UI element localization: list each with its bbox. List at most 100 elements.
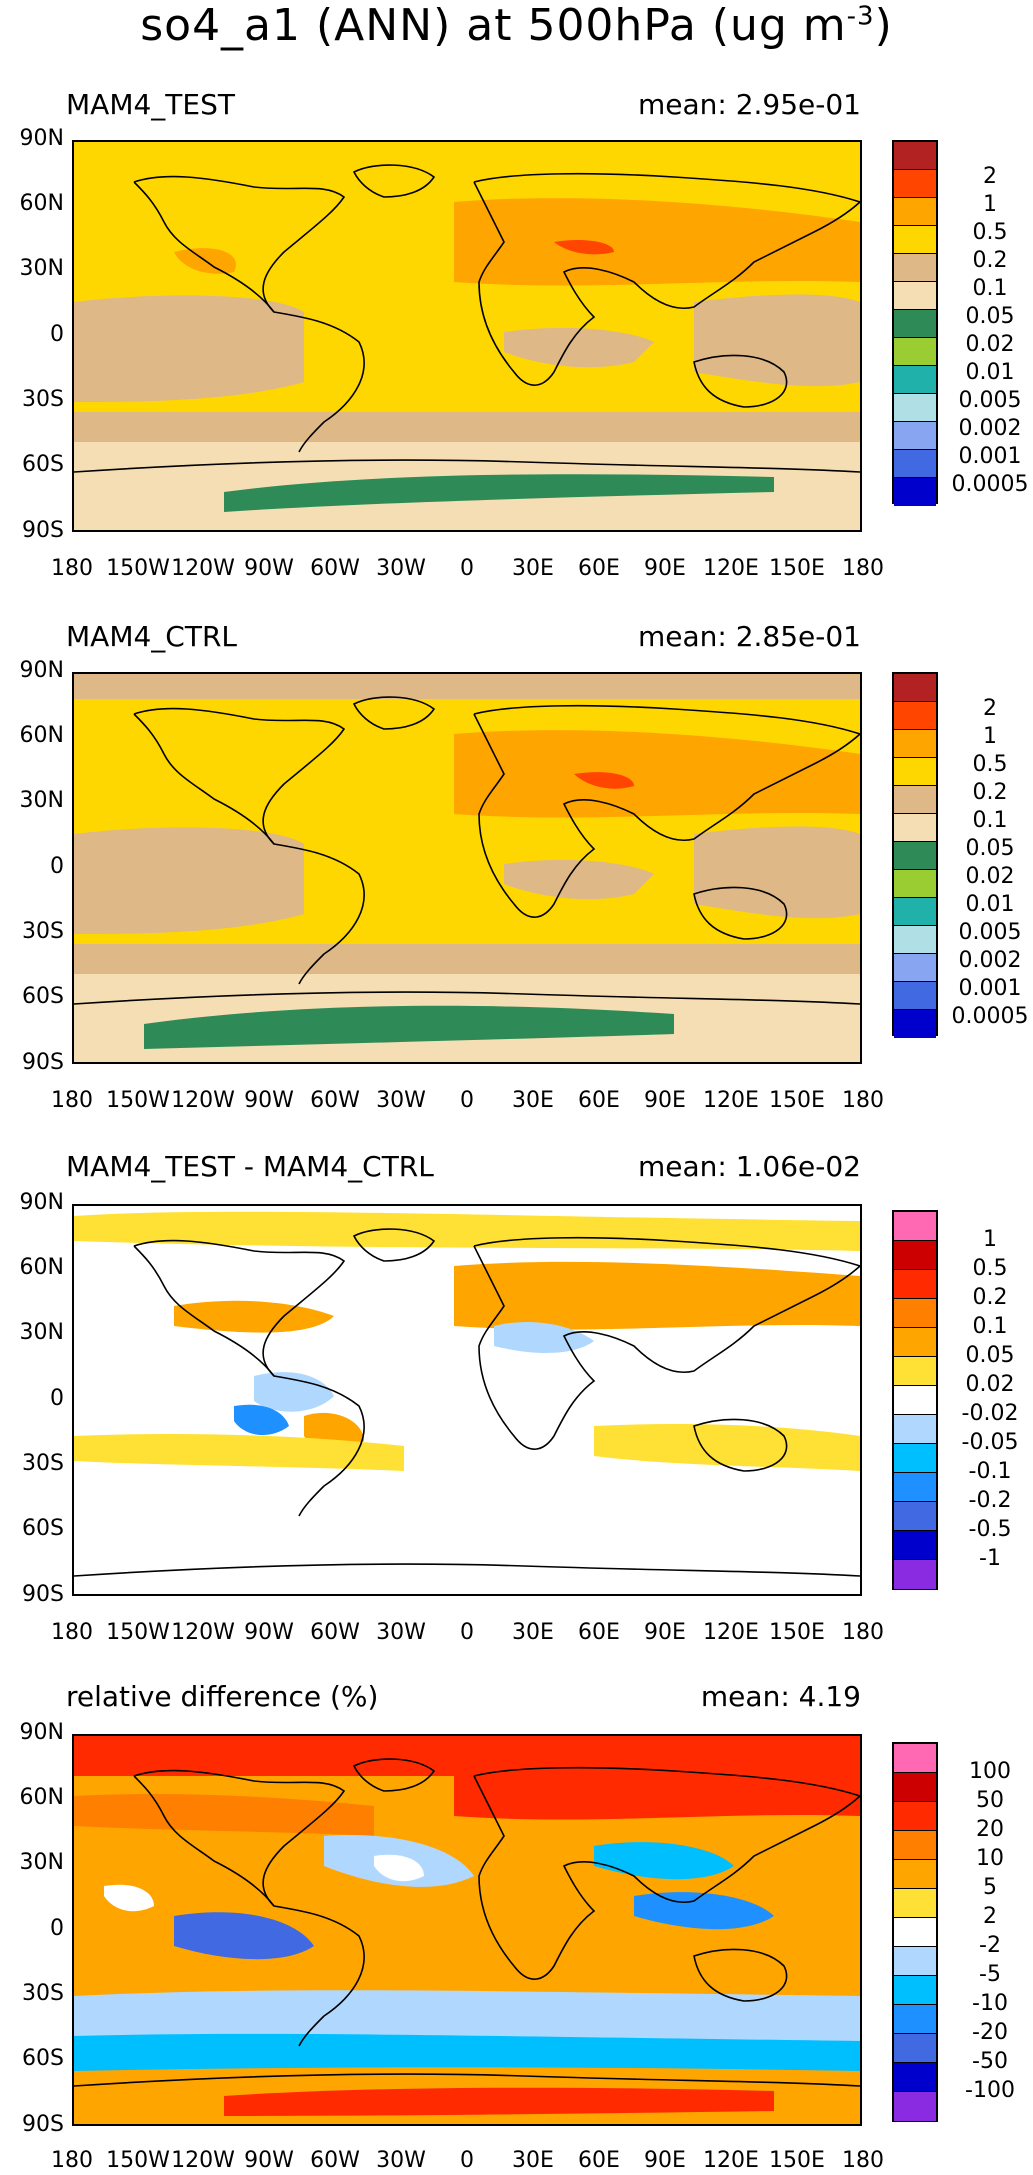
lon-tick-label: 60W [310, 1620, 360, 1645]
panel-label: MAM4_TEST [66, 88, 235, 121]
lat-tick-label: 90N [19, 1720, 64, 1745]
colorbar-label: 10 [976, 1846, 1004, 1871]
map-area [72, 1734, 862, 2126]
colorbar-label: -5 [979, 1962, 1001, 1987]
lat-tick-label: 30S [22, 387, 64, 412]
lat-tick-label: 0 [50, 854, 64, 879]
lon-tick-label: 180 [51, 2148, 93, 2173]
map-area [72, 672, 862, 1064]
lon-tick-label: 90W [244, 1620, 294, 1645]
map-plot [74, 142, 860, 530]
lon-tick-label: 0 [460, 556, 474, 581]
panel-mean: mean: 2.95e-01 [637, 88, 861, 121]
lat-tick-label: 60N [19, 191, 64, 216]
lon-tick-label: 30E [512, 556, 554, 581]
colorbar-label: 2 [983, 164, 997, 189]
colorbar-label: 0.1 [972, 1314, 1008, 1339]
lat-tick-label: 60S [22, 1516, 64, 1541]
colorbar-label: 0.002 [958, 948, 1022, 973]
lat-tick-label: 30S [22, 919, 64, 944]
colorbar-label: 0.2 [972, 248, 1008, 273]
colorbar-label: 0.1 [972, 808, 1008, 833]
colorbar-label: 0.02 [965, 864, 1015, 889]
colorbar-label: 2 [983, 696, 997, 721]
lon-tick-label: 120W [171, 1620, 235, 1645]
lon-tick-label: 60W [310, 2148, 360, 2173]
lon-tick-label: 60W [310, 1088, 360, 1113]
lon-tick-label: 180 [842, 1088, 884, 1113]
lon-tick-label: 120E [703, 1620, 759, 1645]
colorbar-label: 1 [983, 1227, 997, 1252]
panel-mean: mean: 2.85e-01 [637, 620, 861, 653]
lon-tick-label: 150W [106, 1088, 170, 1113]
colorbar-label: 0.2 [972, 780, 1008, 805]
colorbar-label: 0.0005 [951, 472, 1029, 497]
colorbar-label: 0.005 [958, 388, 1022, 413]
colorbar-label: 0.002 [958, 416, 1022, 441]
lon-tick-label: 180 [51, 556, 93, 581]
lon-tick-label: 180 [842, 2148, 884, 2173]
colorbar-label: -1 [979, 1546, 1001, 1571]
lat-tick-label: 30N [19, 256, 64, 281]
lon-tick-label: 30W [376, 1620, 426, 1645]
page-title: so4_a1 (ANN) at 500hPa (ug m-3) [140, 0, 893, 51]
lon-tick-label: 120W [171, 2148, 235, 2173]
lon-tick-label: 150W [106, 1620, 170, 1645]
lon-tick-label: 30W [376, 556, 426, 581]
colorbar-label: 0.01 [965, 360, 1015, 385]
lon-tick-label: 150W [106, 2148, 170, 2173]
lon-tick-label: 0 [460, 1620, 474, 1645]
lat-tick-label: 30N [19, 1320, 64, 1345]
lon-tick-label: 90E [644, 1088, 686, 1113]
lon-tick-label: 30E [512, 1088, 554, 1113]
lat-tick-label: 90S [22, 2112, 64, 2137]
lon-tick-label: 120W [171, 556, 235, 581]
colorbar-label: 0.5 [972, 220, 1008, 245]
lat-tick-label: 60N [19, 1255, 64, 1280]
lon-tick-label: 90E [644, 2148, 686, 2173]
panel-mean: mean: 1.06e-02 [637, 1150, 861, 1183]
lon-tick-label: 30E [512, 1620, 554, 1645]
colorbar-label: 0.05 [965, 836, 1015, 861]
colorbar-label: -0.1 [968, 1459, 1012, 1484]
panel-label: relative difference (%) [66, 1680, 379, 1713]
lon-tick-label: 90E [644, 556, 686, 581]
lat-tick-label: 30N [19, 788, 64, 813]
lat-tick-label: 30S [22, 1451, 64, 1476]
lon-tick-label: 120E [703, 2148, 759, 2173]
colorbar-label: 0.005 [958, 920, 1022, 945]
lon-tick-label: 180 [51, 1620, 93, 1645]
lat-tick-label: 90N [19, 658, 64, 683]
lat-tick-label: 90S [22, 518, 64, 543]
lat-tick-label: 30N [19, 1850, 64, 1875]
colorbar-label: 0.0005 [951, 1004, 1029, 1029]
lon-tick-label: 60E [578, 1088, 620, 1113]
lon-tick-label: 30E [512, 2148, 554, 2173]
lon-tick-label: 30W [376, 1088, 426, 1113]
colorbar-label: 0.05 [965, 304, 1015, 329]
lon-tick-label: 180 [842, 1620, 884, 1645]
lon-tick-label: 150E [769, 556, 825, 581]
panel-label: MAM4_CTRL [66, 620, 237, 653]
lon-tick-label: 0 [460, 1088, 474, 1113]
lon-tick-label: 90W [244, 556, 294, 581]
panel-label: MAM4_TEST - MAM4_CTRL [66, 1150, 434, 1183]
lat-tick-label: 0 [50, 1916, 64, 1941]
colorbar-label: 2 [983, 1904, 997, 1929]
lat-tick-label: 60S [22, 984, 64, 1009]
lon-tick-label: 180 [842, 556, 884, 581]
colorbar-label: 1 [983, 192, 997, 217]
colorbar-label: -2 [979, 1933, 1001, 1958]
colorbar-label: -0.5 [968, 1517, 1012, 1542]
lon-tick-label: 60W [310, 556, 360, 581]
lat-tick-label: 60S [22, 452, 64, 477]
lat-tick-label: 90N [19, 126, 64, 151]
colorbar-label: 0.01 [965, 892, 1015, 917]
colorbar-label: 0.5 [972, 1256, 1008, 1281]
lat-tick-label: 0 [50, 322, 64, 347]
lon-tick-label: 120E [703, 1088, 759, 1113]
colorbar-label: 5 [983, 1875, 997, 1900]
map-area [72, 1204, 862, 1596]
lon-tick-label: 90W [244, 2148, 294, 2173]
panel-mean: mean: 4.19 [700, 1680, 861, 1713]
